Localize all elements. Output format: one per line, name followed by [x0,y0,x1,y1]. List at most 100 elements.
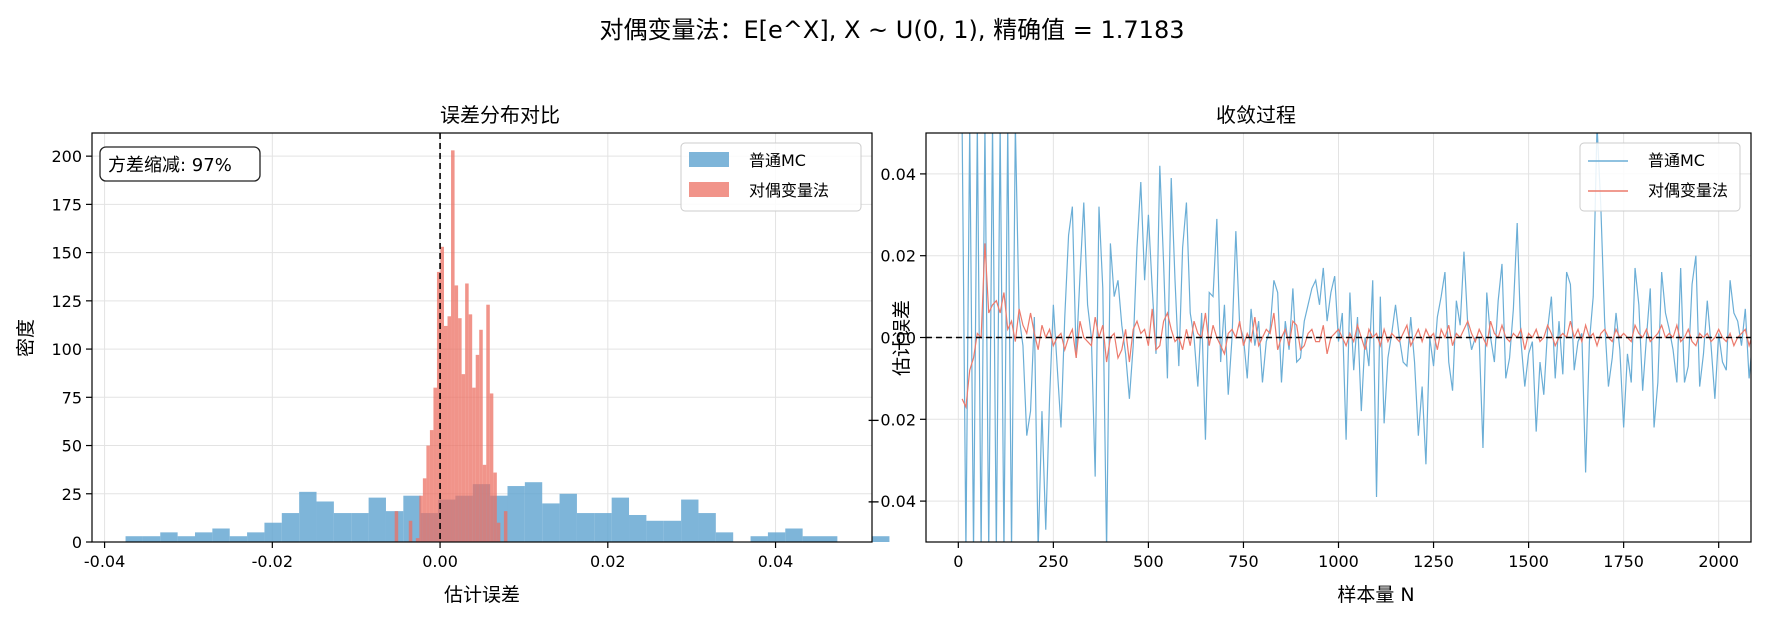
figure-suptitle: 对偶变量法：E[e^X], X ~ U(0, 1), 精确值 = 1.7183 [600,16,1185,44]
histogram-bar-plain-mc [524,482,543,542]
series-line-antithetic [961,243,1751,410]
y-tick-label: 125 [51,292,82,311]
y-tick-label: 150 [51,244,82,263]
x-tick-label: 1000 [1318,552,1359,571]
histogram-bar-plain-mc [542,503,560,542]
x-tick-label: 500 [1133,552,1164,571]
histogram-y-ticks: 0 25 50 75 100 125 150 175 200 [51,147,92,552]
histogram-bar-antithetic [472,387,476,542]
histogram-bar-plain-mc [142,536,161,542]
histogram-bar-antithetic [482,464,487,542]
histogram-title: 误差分布对比 [440,103,560,127]
histogram-bar-plain-mc [194,532,213,542]
histogram-x-axis-label: 估计误差 [444,584,520,606]
histogram-bar-antithetic [429,430,434,542]
y-tick-label: 0.02 [880,247,916,266]
histogram-bar-antithetic [454,285,459,542]
y-tick-label: 175 [51,195,82,214]
legend-label-plain-mc-line: 普通MC [1648,151,1705,170]
histogram-bar-antithetic [426,445,430,542]
x-tick-label: 0 [953,552,963,571]
histogram-bar-plain-mc [229,536,248,542]
histogram-bar-plain-mc [576,513,595,542]
y-tick-label: −0.02 [867,410,916,429]
x-tick-label: -0.02 [252,552,293,571]
histogram-bar-antithetic [447,316,452,542]
legend-label-antithetic-line: 对偶变量法 [1648,181,1728,200]
y-tick-label: 50 [62,437,82,456]
histogram-bar-antithetic [475,354,480,542]
histogram-bar-plain-mc [403,495,421,542]
histogram-bar-plain-mc [820,536,838,542]
histogram-bar-plain-mc [177,536,195,542]
x-tick-label: 1500 [1508,552,1549,571]
histogram-bar-plain-mc [750,536,768,542]
y-tick-label: 200 [51,147,82,166]
x-tick-label: 0.04 [758,552,794,571]
histogram-bar-plain-mc [385,511,404,542]
histogram-bar-plain-mc [698,513,716,542]
y-tick-label: 75 [62,388,82,407]
histogram-y-axis-label: 密度 [15,319,37,357]
histogram-bar-antithetic [493,472,497,542]
histogram-bar-antithetic [461,374,466,542]
histogram-bar-plain-mc [247,532,265,542]
histogram-bar-plain-mc [802,536,820,542]
histogram-bar-antithetic [458,318,462,542]
histogram-bar-plain-mc [767,532,786,542]
histogram-bar-antithetic [419,495,423,542]
histogram-bar-plain-mc [333,513,352,542]
histogram-bar-plain-mc [629,514,647,542]
histogram-bar-plain-mc [594,513,612,542]
variance-reduction-annotation: 方差缩减: 97% [108,155,232,176]
histogram-bar-plain-mc [125,536,143,542]
x-tick-label: 750 [1228,552,1259,571]
convergence-legend-frame [1579,142,1741,212]
histogram-bar-plain-mc [611,497,630,542]
histogram-bar-antithetic [503,511,508,542]
histogram-panel: 误差分布对比 -0.04 -0.02 0.00 0.02 0.04 0 25 50 75 100… [15,103,890,606]
histogram-bar-plain-mc [646,520,664,542]
histogram-bar-plain-mc [872,536,890,542]
legend-label-antithetic: 对偶变量法 [749,181,829,200]
convergence-x-axis-label: 样本量 N [1337,584,1414,606]
convergence-y-ticks: −0.04 −0.02 0.00 0.02 0.04 [867,165,926,511]
x-tick-label: 1750 [1603,552,1644,571]
histogram-bar-antithetic [468,314,473,542]
histogram-bars-antithetic [394,150,508,542]
histogram-bar-plain-mc [281,513,300,542]
histogram-bar-antithetic [433,387,437,542]
convergence-y-axis-label: 估计误差 [891,300,913,376]
x-tick-label: 0.02 [590,552,626,571]
histogram-bar-antithetic [440,246,445,542]
histogram-bar-plain-mc [681,499,699,542]
histogram-bar-antithetic [394,511,399,542]
legend-swatch-plain-mc [689,152,729,167]
x-tick-label: -0.04 [84,552,125,571]
histogram-bar-plain-mc [212,528,230,542]
histogram-bar-plain-mc [715,532,734,542]
y-tick-label: 0.00 [880,329,916,348]
histogram-axes-frame [91,132,873,543]
y-tick-label: 0 [72,533,82,552]
convergence-x-ticks: 0 250 500 750 1000 1250 1500 1750 2000 [953,542,1739,571]
y-tick-label: 0.04 [880,165,916,184]
x-tick-label: 0.00 [422,552,458,571]
x-tick-label: 250 [1038,552,1069,571]
histogram-bar-antithetic [436,271,441,542]
histogram-bar-plain-mc [351,513,369,542]
histogram-bar-antithetic [451,150,455,542]
histogram-bar-antithetic [465,283,469,542]
y-tick-label: 100 [51,340,82,359]
x-tick-label: 2000 [1698,552,1739,571]
x-tick-label: 1250 [1413,552,1454,571]
histogram-bar-antithetic [479,329,483,542]
histogram-bar-plain-mc [559,493,577,542]
y-tick-label: 25 [62,485,82,504]
histogram-bar-plain-mc [299,491,317,542]
histogram-bar-antithetic [496,522,501,542]
legend-swatch-antithetic [689,182,729,197]
histogram-x-ticks: -0.04 -0.02 0.00 0.02 0.04 [84,542,793,571]
convergence-panel: 收敛过程 0 250 500 750 1000 1250 1500 1750 2000 −0.0… [867,103,1752,606]
